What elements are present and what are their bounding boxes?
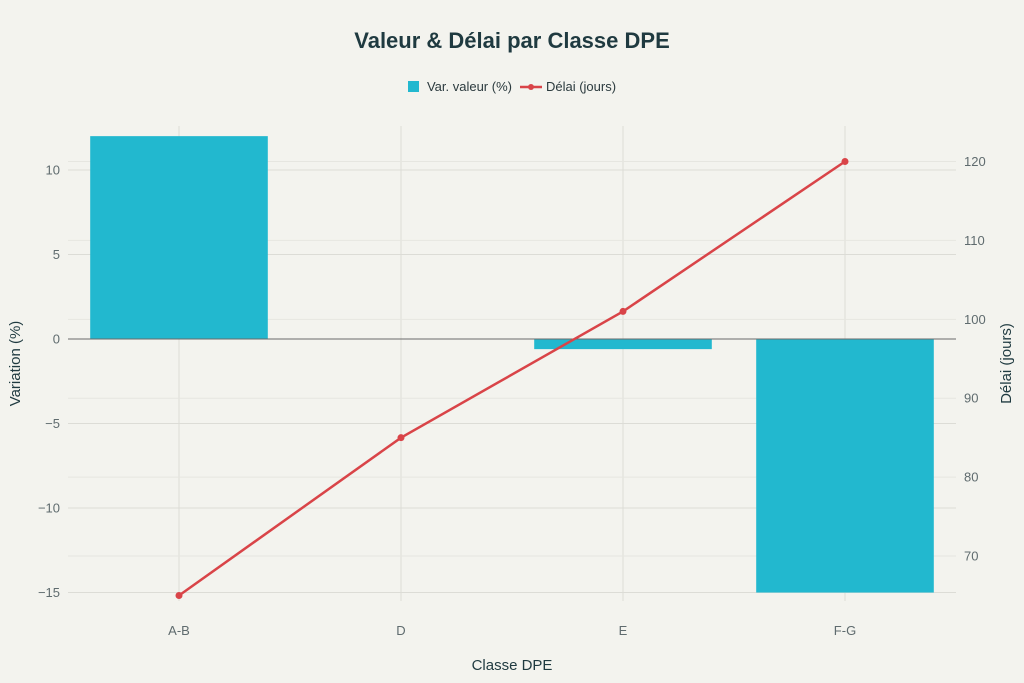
x-tick-label: A-B — [168, 623, 190, 638]
x-tick-label: F-G — [834, 623, 856, 638]
legend-bar-label: Var. valeur (%) — [426, 79, 512, 94]
chart-title: Valeur & Délai par Classe DPE — [354, 28, 670, 53]
y2-tick-label: 110 — [964, 233, 985, 248]
y2-tick-label: 80 — [964, 470, 978, 485]
y2-tick-label: 120 — [964, 154, 986, 169]
delay-point — [175, 591, 183, 599]
x-tick-label: D — [396, 623, 405, 638]
line-series — [175, 158, 849, 599]
y-tick-label: −10 — [38, 501, 60, 516]
delay-point — [841, 158, 849, 166]
y-tick-label: 10 — [46, 162, 60, 177]
y-tick-label: −15 — [38, 585, 60, 600]
legend: Var. valeur (%) Délai (jours) — [0, 79, 1024, 94]
y2-axis-title: Délai (jours) — [998, 323, 1015, 404]
legend-bar-swatch — [407, 81, 419, 92]
legend-line-swatch — [519, 83, 542, 90]
legend-item-line[interactable]: Délai (jours) — [519, 79, 617, 94]
y-tick-label: −5 — [45, 416, 60, 431]
delay-line — [178, 160, 846, 597]
y-axis-title: Variation (%) — [7, 321, 24, 407]
y-tick-label: 5 — [53, 247, 60, 262]
delay-point — [397, 434, 405, 442]
bar — [756, 338, 934, 593]
y2-tick-label: 70 — [964, 549, 978, 564]
delay-point — [619, 307, 627, 315]
bar-series — [90, 136, 934, 593]
legend-line-label: Délai (jours) — [545, 79, 617, 94]
tick-labels: 10 5 0 −5 −10 −15 120 110 100 90 80 70 A-B D E F-G — [38, 154, 986, 638]
x-axis-title: Classe DPE — [472, 657, 553, 674]
y2-tick-label: 90 — [964, 391, 978, 406]
bar — [534, 338, 712, 350]
y2-tick-label: 100 — [964, 312, 986, 327]
legend-item-bar[interactable]: Var. valeur (%) — [407, 79, 512, 94]
x-tick-label: E — [619, 623, 628, 638]
y-tick-label: 0 — [53, 331, 60, 346]
bar — [90, 136, 268, 339]
